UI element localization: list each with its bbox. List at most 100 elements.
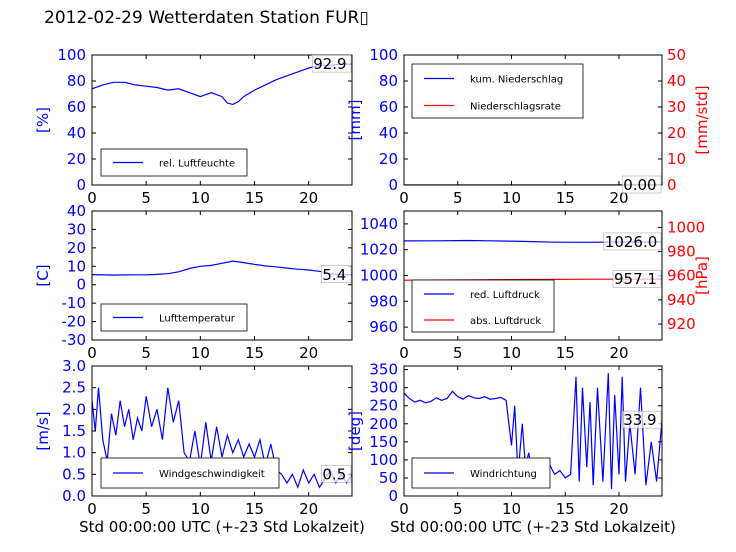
y-tick-label: 40: [67, 202, 86, 220]
x-tick-label: 20: [299, 344, 318, 362]
y-axis-label: [C]: [34, 264, 52, 286]
x-tick-label: 15: [556, 344, 575, 362]
x-tick-label: 10: [502, 500, 521, 518]
y-tick-label-right: 980: [667, 243, 696, 261]
y-tick-label-right: 920: [667, 315, 696, 333]
chart-panel-wind_speed: 0 5 10 15 20 0.0 0.5 1.0 1.5 2.0 2.5 3.0 [m/s] Std 00…: [34, 357, 365, 536]
y-tick-label: 2.0: [62, 400, 86, 418]
x-tick-label: 0: [399, 189, 409, 207]
x-tick-label: 0: [87, 344, 97, 362]
x-tick-label: 15: [556, 189, 575, 207]
legend-label: abs. Luftdruck: [470, 316, 541, 327]
y-tick-label: 0: [76, 176, 86, 194]
y-tick-label: 350: [369, 361, 398, 379]
x-tick-label: 10: [191, 344, 210, 362]
legend-label: rel. Luftfeuchte: [159, 159, 235, 170]
legend-label: red. Luftdruck: [470, 290, 540, 301]
x-tick-label: 5: [453, 344, 463, 362]
y-tick-label: 0: [76, 276, 86, 294]
y-tick-label: 980: [369, 292, 398, 310]
y-tick-label: 100: [369, 46, 398, 64]
legend-label: Lufttemperatur: [159, 314, 236, 325]
value-annotation: 0.5: [322, 465, 346, 483]
y-tick-label: 60: [67, 98, 86, 116]
y-tick-label-right: 50: [667, 46, 686, 64]
value-annotation: 957.1: [614, 270, 657, 288]
y-tick-label: 1040: [360, 215, 398, 233]
y-tick-label: 20: [67, 239, 86, 257]
x-tick-label: 20: [609, 189, 628, 207]
value-annotation-box: [321, 265, 352, 284]
y-tick-label: 1020: [360, 241, 398, 259]
x-tick-label: 10: [502, 189, 521, 207]
y-tick-label-right: 940: [667, 291, 696, 309]
y-tick-label: 20: [67, 150, 86, 168]
x-tick-label: 5: [141, 344, 151, 362]
y-tick-label: 1000: [360, 267, 398, 285]
chart-panel-precipitation: 0 5 10 15 20 0 20 40 60 80 100 0 10 20 30 40 50 [mm] [mm/s…: [346, 46, 711, 207]
y-tick-label: 30: [67, 220, 86, 238]
y-tick-label: 60: [379, 98, 398, 116]
x-tick-label: 0: [87, 189, 97, 207]
y-tick-label: 40: [67, 124, 86, 142]
x-tick-label: 20: [299, 189, 318, 207]
value-annotation: 92.9: [313, 55, 346, 73]
legend-label: Niederschlagsrate: [470, 102, 561, 113]
series-line-humidity-0: [92, 63, 352, 106]
y-tick-label-right: 10: [667, 150, 686, 168]
value-annotation: 5.4: [322, 266, 346, 284]
y-tick-label: 80: [379, 72, 398, 90]
value-annotation-box: [321, 465, 352, 483]
chart-panel-humidity: 0 5 10 15 20 0 20 40 60 80 100 [%] rel. Luftfeuchte 9…: [34, 46, 353, 207]
x-tick-label: 10: [191, 189, 210, 207]
x-tick-label: 10: [502, 344, 521, 362]
y-tick-label: 150: [369, 433, 398, 451]
y-tick-label: 20: [379, 150, 398, 168]
y-tick-label: 50: [379, 469, 398, 487]
x-tick-label: 0: [399, 344, 409, 362]
value-annotation: 1026.0: [605, 233, 658, 251]
x-tick-label: 20: [609, 500, 628, 518]
y-axis-label: [deg]: [346, 411, 364, 451]
y-tick-label: 100: [369, 451, 398, 469]
value-annotation: 33.9: [623, 411, 656, 429]
y-tick-label: 1.0: [62, 444, 86, 462]
y-tick-label: -20: [62, 313, 87, 331]
y-tick-label: 10: [67, 257, 86, 275]
legend-box: [411, 63, 584, 119]
plot-frame: [403, 365, 663, 497]
chart-panel-pressure: 0 5 10 15 20 960 980 1000 1020 1040 920 940 960 980 10…: [360, 210, 711, 362]
y-tick-label: 0: [388, 487, 398, 505]
chart-panel-temperature: 0 5 10 15 20-30-20-10010203040[C]Lufttempera…: [34, 202, 353, 362]
y-axis-label: [mm]: [346, 100, 364, 141]
y-tick-label: 2.5: [62, 379, 86, 397]
x-tick-label: 10: [191, 500, 210, 518]
y-tick-label-right: 1000: [667, 218, 705, 236]
x-tick-label: 20: [299, 500, 318, 518]
y-tick-label: 0.5: [62, 465, 86, 483]
x-axis-label: Std 00:00:00 UTC (+-23 Std Lokalzeit): [390, 518, 676, 536]
plot-frame: [403, 54, 663, 186]
page-title: 2012-02-29 Wetterdaten Station FUR▯: [44, 8, 369, 28]
y-tick-label: -10: [62, 294, 87, 312]
value-annotation-box: [621, 410, 662, 429]
y-tick-label: 40: [379, 124, 398, 142]
value-annotation: 0.00: [623, 176, 656, 194]
x-tick-label: 5: [453, 189, 463, 207]
y-axis-label: [m/s]: [34, 411, 52, 450]
x-tick-label: 15: [556, 500, 575, 518]
legend-label: kum. Niederschlag: [470, 75, 563, 86]
y-axis-label: [%]: [34, 107, 52, 133]
y-tick-label-right: 20: [667, 124, 686, 142]
x-tick-label: 20: [609, 344, 628, 362]
series-line-temperature-0: [92, 260, 352, 276]
y-tick-label: 300: [369, 379, 398, 397]
y-axis-label-right: [hPa]: [693, 256, 711, 295]
legend-label: Windrichtung: [470, 469, 537, 480]
x-tick-label: 0: [87, 500, 97, 518]
y-tick-label: 100: [57, 46, 86, 64]
y-tick-label-right: 30: [667, 98, 686, 116]
x-tick-label: 15: [245, 500, 264, 518]
